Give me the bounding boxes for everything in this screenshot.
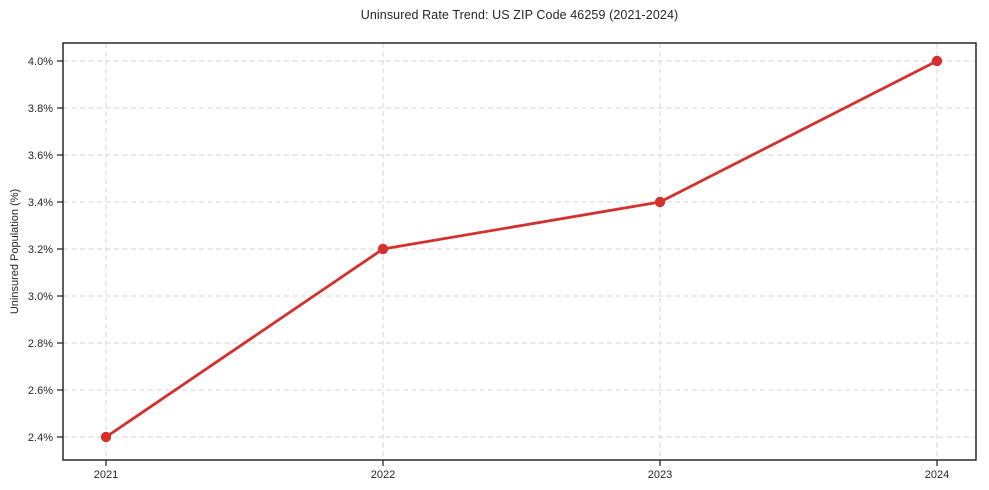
plot-border xyxy=(62,42,977,461)
chart-title: Uninsured Rate Trend: US ZIP Code 46259 … xyxy=(360,8,679,22)
x-tick-label: 2024 xyxy=(925,469,949,481)
y-tick-label: 3.0% xyxy=(28,291,53,303)
data-point-2024 xyxy=(931,55,943,67)
data-point-2021 xyxy=(100,431,112,443)
x-tick-label: 2022 xyxy=(371,469,395,481)
y-tick-label: 3.4% xyxy=(28,197,53,209)
data-point-2022 xyxy=(377,243,389,255)
data-point-2023 xyxy=(654,196,666,208)
y-tick-label: 2.4% xyxy=(28,432,53,444)
x-tick-label: 2021 xyxy=(94,469,118,481)
y-tick-label: 3.2% xyxy=(28,244,53,256)
y-tick-label: 4.0% xyxy=(28,56,53,68)
trend-line xyxy=(104,59,939,439)
y-tick-label: 3.8% xyxy=(28,103,53,115)
y-tick-label: 3.6% xyxy=(28,150,53,162)
y-tick-label: 2.6% xyxy=(28,385,53,397)
x-tick-label: 2023 xyxy=(648,469,672,481)
y-tick-label: 2.8% xyxy=(28,338,53,350)
y-axis-label: Uninsured Population (%) xyxy=(9,189,21,314)
